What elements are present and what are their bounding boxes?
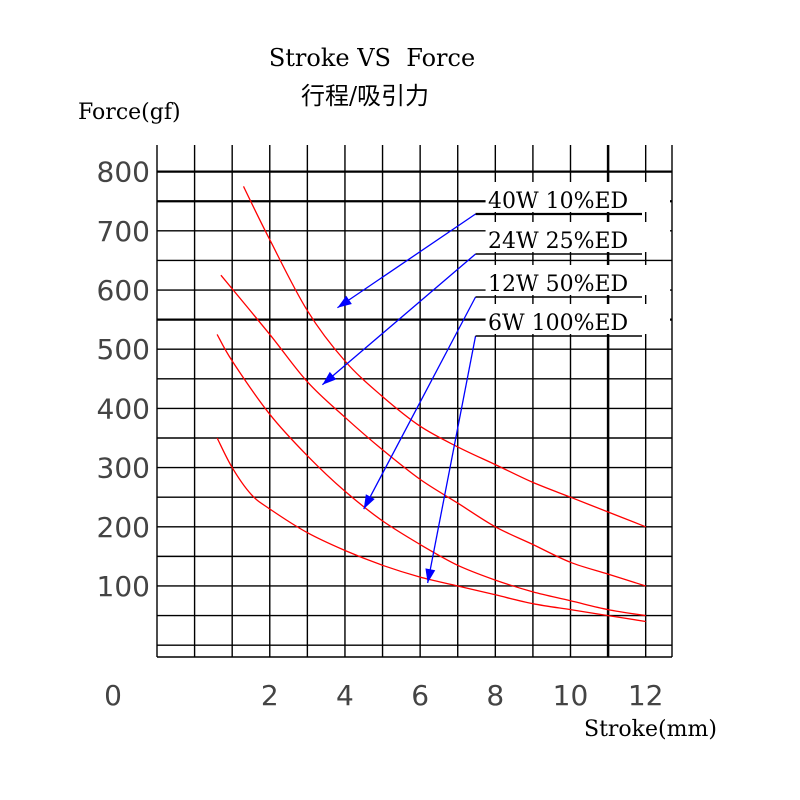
legend-arrow-head [363,494,375,510]
legend-arrow-line [321,253,476,386]
force-curves [216,186,646,623]
grid [156,145,673,658]
x-tick-label: 12 [628,679,664,712]
x-tick-label: 6 [411,679,429,712]
x-tick-label: 8 [486,679,504,712]
axis-ticks: 100 200 300 400 500 600 700 800 0 2 4 6 8 10 12 [97,156,664,712]
legend-entry: 40W 10%ED [488,189,628,214]
y-tick-label: 200 [97,511,150,544]
y-tick-label: 700 [97,215,150,248]
chart-title: Stroke VS Force [269,44,475,72]
legend-arrow-line [427,335,477,584]
legend-arrow-line [363,296,477,510]
legend: 40W 10%ED 24W 25%ED 12W 50%ED 6W 100%ED [475,182,670,337]
y-tick-label: 500 [97,333,150,366]
force-curve [242,186,646,528]
y-tick-label: 800 [97,156,150,189]
legend-entry: 6W 100%ED [488,311,628,336]
legend-arrow-line [337,213,476,309]
x-tick-label: 2 [261,679,279,712]
chart-subtitle: 行程/吸引力 [301,82,429,110]
force-curve [220,274,646,587]
legend-entry: 12W 50%ED [488,272,628,297]
y-axis-label: Force(gf) [78,100,181,125]
y-tick-label: 400 [97,392,150,425]
legend-row-background [485,304,670,334]
x-tick-label: 10 [553,679,589,712]
x-tick-label: 4 [336,679,354,712]
force-curve [216,437,646,623]
legend-arrow-head [425,568,436,584]
force-curve [216,334,646,617]
legend-arrows [321,213,477,584]
legend-row-background [485,182,670,212]
y-tick-label: 100 [97,570,150,603]
legend-entry: 24W 25%ED [488,229,628,254]
legend-arrow-head [337,295,352,308]
y-tick-label: 600 [97,274,150,307]
x-tick-label: 0 [104,679,122,712]
y-tick-label: 300 [97,452,150,485]
legend-row-background [485,222,670,252]
legend-arrow-head [322,371,337,385]
x-axis-label: Stroke(mm) [584,717,717,742]
legend-row-background [485,265,670,295]
